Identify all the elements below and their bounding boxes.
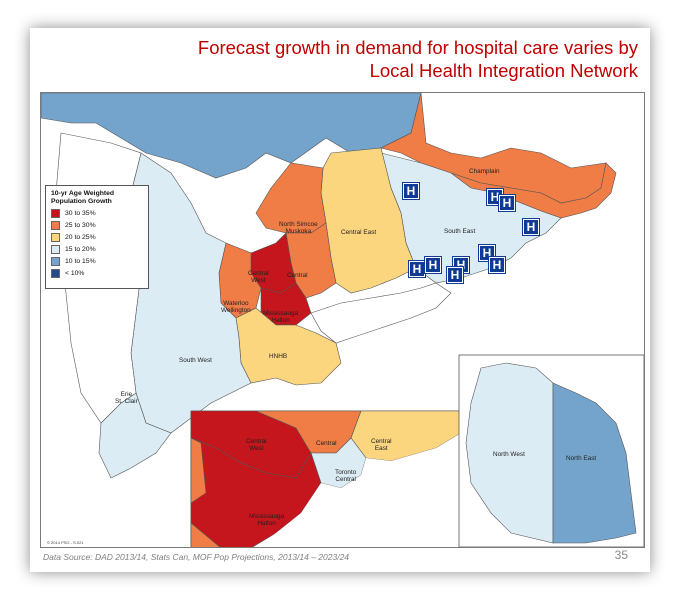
data-source: Data Source: DAD 2013/14, Stats Can, MOF… bbox=[43, 552, 350, 562]
label-waterloo: Waterloo Wellington bbox=[221, 300, 251, 314]
map-frame: Champlain South East Central East North … bbox=[40, 92, 645, 548]
legend-label: 20 to 25% bbox=[65, 234, 96, 241]
legend-item: 30 to 35% bbox=[51, 209, 143, 218]
inset-orange-bottom bbox=[190, 522, 221, 547]
legend-swatch bbox=[51, 257, 60, 266]
label-north-simcoe: North Simcoe Muskoka bbox=[279, 221, 318, 235]
title-line-2: Local Health Integration Network bbox=[369, 60, 638, 81]
label-central-east: Central East bbox=[341, 229, 377, 236]
inset-gta bbox=[190, 410, 477, 547]
lake-ontario bbox=[310, 282, 452, 344]
inset-north-west bbox=[465, 362, 554, 544]
legend-swatch bbox=[51, 209, 60, 218]
legend-label: 30 to 35% bbox=[65, 210, 96, 217]
label-central-west: Central West bbox=[248, 270, 269, 284]
label-hnhb: HNHB bbox=[269, 353, 288, 360]
page-number: 35 bbox=[614, 548, 628, 562]
label-central: Central bbox=[287, 272, 308, 279]
legend-swatch bbox=[51, 233, 60, 242]
legend-label: < 10% bbox=[65, 270, 85, 277]
legend-label: 10 to 15% bbox=[65, 258, 96, 265]
legend-item: < 10% bbox=[51, 269, 143, 278]
legend-swatch bbox=[51, 245, 60, 254]
inset-label-central: Central bbox=[316, 440, 337, 447]
legend-item: 25 to 30% bbox=[51, 221, 143, 230]
inset-orange-left bbox=[190, 437, 207, 504]
label-erie-st-clair: Erie St. Clair bbox=[115, 391, 138, 405]
legend-label: 15 to 20% bbox=[65, 246, 96, 253]
legend-swatch bbox=[51, 221, 60, 230]
legend-title-line-1: 10-yr Age Weighted bbox=[51, 190, 115, 197]
legend-item: 10 to 15% bbox=[51, 257, 143, 266]
legend-label: 25 to 30% bbox=[65, 222, 96, 229]
slide-title: Forecast growth in demand for hospital c… bbox=[78, 36, 638, 82]
inset-label-north-west: North West bbox=[493, 451, 525, 458]
slide: Forecast growth in demand for hospital c… bbox=[30, 28, 650, 572]
copyright: © 2014 PSG - S.021 bbox=[47, 540, 84, 545]
inset-label-north-east: North East bbox=[566, 455, 597, 462]
legend-swatch bbox=[51, 269, 60, 278]
hospital-icon: H bbox=[446, 266, 464, 284]
inset-label-central-west: Central West bbox=[246, 438, 267, 452]
inset-label-toronto: Toronto Central bbox=[335, 469, 357, 483]
inset-label-central-east: Central East bbox=[371, 438, 392, 452]
legend-title-line-2: Population Growth bbox=[51, 198, 112, 205]
label-champlain: Champlain bbox=[469, 168, 500, 175]
label-south-east: South East bbox=[444, 228, 476, 235]
legend: 10-yr Age Weighted Population Growth 30 … bbox=[45, 185, 149, 289]
inset-north-east bbox=[552, 382, 637, 544]
hospital-icon: H bbox=[498, 194, 516, 212]
title-line-1: Forecast growth in demand for hospital c… bbox=[197, 37, 638, 58]
legend-item: 15 to 20% bbox=[51, 245, 143, 254]
inset-lake bbox=[256, 423, 476, 547]
legend-item: 20 to 25% bbox=[51, 233, 143, 242]
hospital-icon: H bbox=[424, 256, 442, 274]
inset-north bbox=[458, 354, 644, 547]
label-south-west: South West bbox=[179, 357, 212, 364]
hospital-icon: H bbox=[408, 260, 426, 278]
hospital-icon: H bbox=[488, 256, 506, 274]
label-mississauga: Mississauga Halton bbox=[263, 310, 299, 324]
hospital-icon: H bbox=[402, 182, 420, 200]
inset-label-mississauga: Mississauga Halton bbox=[249, 513, 285, 527]
hospital-icon: H bbox=[522, 218, 540, 236]
